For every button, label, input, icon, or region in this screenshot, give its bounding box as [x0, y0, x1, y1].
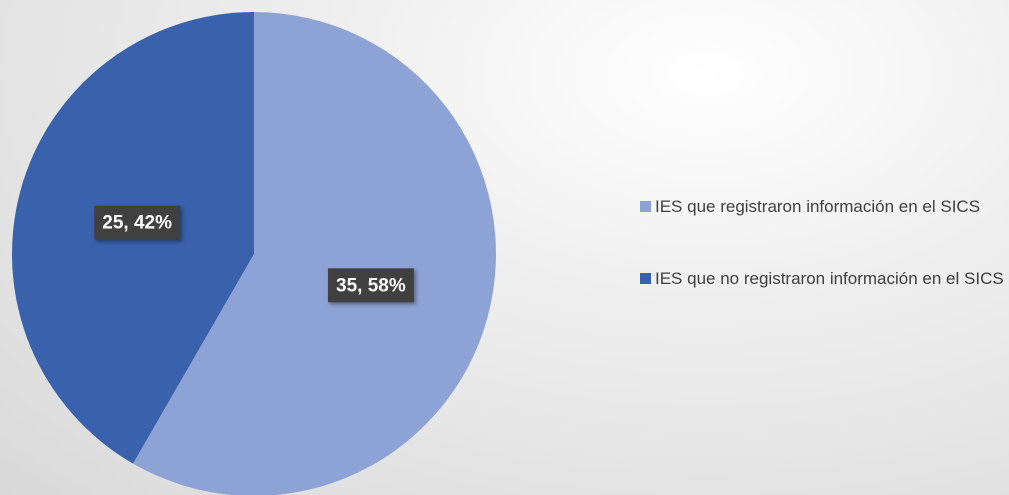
data-label-text: 25, 42%	[102, 213, 172, 234]
legend-label: IES que registraron información en el SI…	[655, 197, 981, 216]
data-label-box	[328, 268, 414, 303]
data-label-box	[94, 205, 181, 240]
pie-slice	[133, 12, 496, 495]
legend-swatch	[640, 201, 651, 212]
data-label-text: 35, 58%	[336, 275, 406, 296]
data-label: 25, 42%	[94, 205, 181, 240]
data-label: 35, 58%	[328, 268, 414, 303]
legend-item: IES que registraron información en el SI…	[640, 196, 1009, 218]
legend-label: IES que no registraron información en el…	[655, 269, 1004, 288]
legend-item: IES que no registraron información en el…	[640, 268, 1009, 290]
legend-swatch	[640, 273, 651, 284]
